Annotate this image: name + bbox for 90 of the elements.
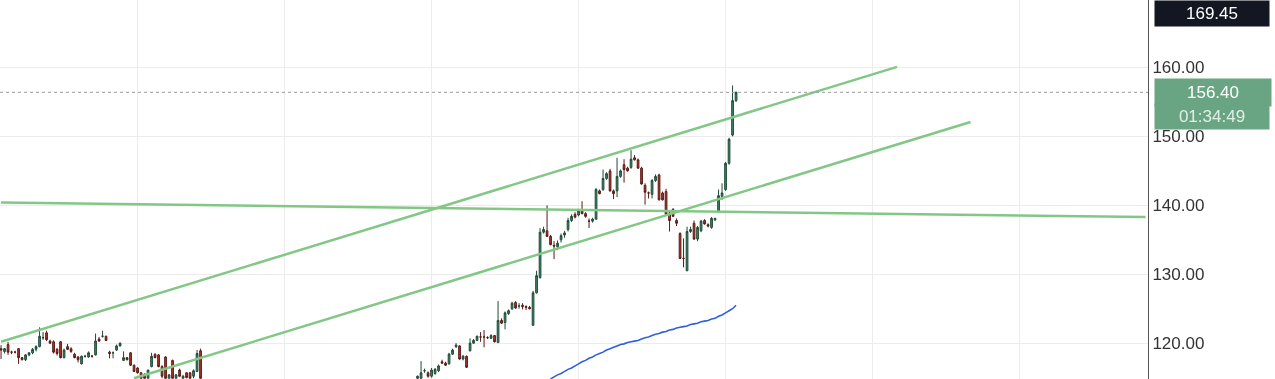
candlestick bbox=[426, 370, 430, 379]
candlestick bbox=[122, 350, 125, 362]
candlestick bbox=[111, 350, 115, 359]
candlestick bbox=[468, 337, 472, 352]
candlestick bbox=[59, 340, 62, 359]
candlestick bbox=[587, 217, 591, 229]
candlestick bbox=[685, 226, 689, 272]
candlestick bbox=[6, 341, 10, 356]
candlestick bbox=[563, 230, 566, 239]
candlestick bbox=[710, 216, 713, 230]
candlestick bbox=[3, 347, 6, 354]
candlestick bbox=[657, 173, 661, 202]
candlestick bbox=[493, 334, 496, 343]
candlestick bbox=[458, 344, 461, 361]
candlestick bbox=[465, 355, 468, 369]
candlestick bbox=[675, 217, 678, 227]
line-series bbox=[549, 304, 737, 379]
candlestick bbox=[500, 317, 503, 325]
candlestick bbox=[475, 335, 479, 342]
candlestick bbox=[108, 350, 111, 359]
y-tick-label: 120.00 bbox=[1152, 334, 1205, 354]
candlestick bbox=[447, 352, 451, 366]
candlestick bbox=[703, 218, 706, 226]
candlestick bbox=[97, 336, 101, 343]
y-tick-label: 160.00 bbox=[1152, 58, 1205, 78]
candlestick bbox=[629, 149, 633, 170]
candlestick bbox=[87, 350, 90, 359]
y-tick-label: 130.00 bbox=[1152, 265, 1205, 285]
candlestick bbox=[615, 157, 619, 198]
candlestick bbox=[167, 373, 171, 379]
candlestick bbox=[17, 347, 20, 365]
candlestick bbox=[178, 368, 181, 378]
candlestick bbox=[559, 233, 563, 244]
candlestick bbox=[577, 208, 580, 217]
candlestick bbox=[150, 352, 153, 368]
candlestick bbox=[433, 367, 437, 376]
candlestick bbox=[437, 364, 440, 373]
candlestick bbox=[503, 310, 507, 330]
candlestick bbox=[38, 326, 41, 348]
candlestick bbox=[185, 371, 188, 379]
candlestick bbox=[80, 355, 83, 366]
candlestick bbox=[454, 342, 458, 349]
candlestick bbox=[174, 373, 178, 379]
candlestick bbox=[573, 211, 577, 219]
candlestick bbox=[430, 367, 433, 379]
candlestick bbox=[0, 344, 3, 360]
candlestick bbox=[601, 169, 605, 192]
candlestick bbox=[444, 362, 447, 367]
candlestick bbox=[45, 330, 48, 342]
ref-line-label: 156.40 bbox=[1187, 83, 1239, 102]
candlestick bbox=[41, 331, 45, 341]
text: 01:34:49 bbox=[1178, 107, 1246, 126]
candlestick bbox=[24, 353, 27, 362]
candlestick bbox=[440, 359, 444, 365]
candlestick bbox=[31, 347, 34, 355]
candlestick bbox=[692, 220, 696, 241]
candlestick bbox=[594, 187, 598, 221]
candlestick bbox=[94, 333, 97, 357]
candlestick bbox=[115, 344, 118, 352]
candlestick bbox=[461, 354, 465, 361]
candlestick bbox=[62, 348, 66, 359]
candlestick bbox=[489, 333, 493, 340]
candlestick bbox=[622, 158, 626, 184]
candlestick bbox=[528, 305, 531, 310]
candlestick bbox=[69, 346, 73, 354]
y-tick-label: 140.00 bbox=[1152, 196, 1205, 216]
candlestick bbox=[181, 374, 185, 379]
candlestick bbox=[104, 335, 108, 342]
candlestick bbox=[73, 352, 76, 359]
candlestick bbox=[52, 339, 55, 354]
candlestick bbox=[76, 355, 80, 363]
candlestick bbox=[199, 348, 202, 379]
text: 169.45 bbox=[1186, 4, 1238, 23]
candlestick bbox=[118, 341, 122, 348]
candlestick bbox=[650, 178, 654, 199]
candlestick bbox=[482, 329, 486, 348]
candlestick bbox=[521, 302, 524, 310]
candlestick bbox=[517, 302, 521, 310]
candlestick bbox=[731, 84, 734, 137]
candlestick bbox=[188, 371, 192, 379]
candlestick bbox=[496, 300, 500, 344]
candlestick bbox=[706, 222, 710, 228]
y-tick-label: 150.00 bbox=[1152, 127, 1205, 147]
candlestick bbox=[598, 189, 601, 195]
candlestick bbox=[419, 360, 423, 379]
candlestick bbox=[566, 217, 570, 233]
candlestick bbox=[524, 304, 528, 311]
candlestick bbox=[514, 300, 517, 310]
candlestick bbox=[510, 301, 514, 311]
candlestick bbox=[66, 343, 69, 351]
